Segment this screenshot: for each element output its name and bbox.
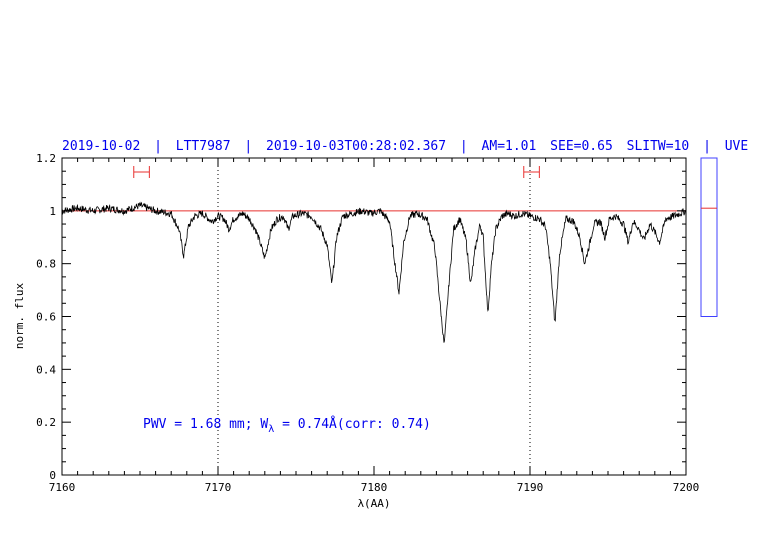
x-tick-label: 7200	[673, 481, 700, 494]
pwv-annotation-suffix: = 0.74Å(corr: 0.74)	[274, 416, 431, 432]
header-target: LTT7987	[176, 139, 231, 154]
y-axis-ticks: 0 0.2 0.4 0.6 0.8 1 1.2	[36, 152, 686, 482]
header-seeing: SEE=0.65	[550, 139, 613, 154]
y-tick-label: 0.2	[36, 416, 56, 429]
side-indicator-box	[700, 157, 718, 317]
continuum-window-markers	[133, 166, 540, 178]
y-tick-label: 1	[49, 205, 56, 218]
y-tick-label: 0	[49, 469, 56, 482]
continuum-window-2	[523, 166, 540, 178]
x-tick-label: 7170	[205, 481, 232, 494]
header-sep-3: |	[460, 139, 468, 154]
y-axis-label: norm. flux	[13, 283, 26, 350]
y-tick-label: 0.4	[36, 363, 56, 376]
observation-header: 2019-10-02 | LTT7987 | 2019-10-03T00:28:…	[62, 139, 748, 154]
spectrum-line	[61, 201, 687, 343]
header-timestamp: 2019-10-03T00:28:02.367	[266, 139, 446, 154]
x-tick-label: 7190	[517, 481, 544, 494]
x-axis-ticks: 7160 7170 7180 7190 7200	[49, 158, 700, 494]
pwv-annotation: PWV = 1.68 mm; Wλ = 0.74Å(corr: 0.74)	[143, 416, 431, 435]
continuum-window-1	[133, 166, 150, 178]
x-axis-label: λ(AA)	[357, 497, 390, 510]
y-tick-label: 0.6	[36, 311, 56, 324]
x-tick-label: 7160	[49, 481, 76, 494]
pwv-annotation-subscript: λ	[268, 424, 274, 435]
pwv-annotation-prefix: PWV = 1.68 mm; W	[143, 417, 268, 432]
header-sep-2: |	[244, 139, 252, 154]
y-tick-label: 1.2	[36, 152, 56, 165]
header-instrument: UVE	[725, 139, 748, 154]
header-sep-1: |	[154, 139, 162, 154]
header-date: 2019-10-02	[62, 139, 140, 154]
header-sep-4: |	[703, 139, 711, 154]
header-slit: SLITW=10	[627, 139, 690, 154]
x-tick-label: 7180	[361, 481, 388, 494]
y-tick-label: 0.8	[36, 258, 56, 271]
header-airmass: AM=1.01	[482, 139, 537, 154]
